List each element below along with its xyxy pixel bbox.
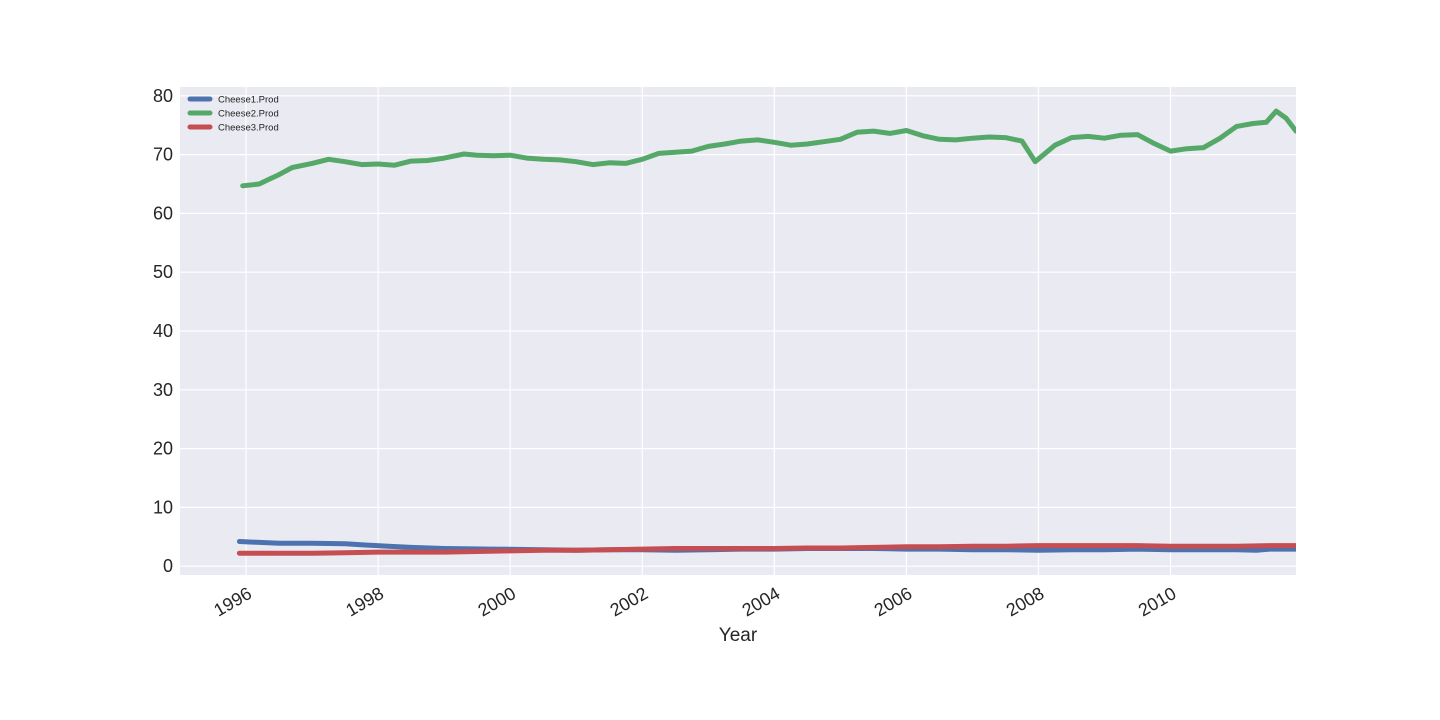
y-tick-label: 40	[153, 321, 173, 341]
legend-label: Cheese3.Prod	[218, 123, 279, 134]
x-axis-label: Year	[719, 625, 758, 646]
series-line-2	[240, 108, 1296, 189]
y-tick-label: 60	[153, 203, 173, 223]
legend-label: Cheese1.Prod	[218, 95, 279, 106]
x-tick-label: 2002	[607, 583, 652, 620]
x-tick-label: 1996	[210, 583, 255, 620]
legend-label: Cheese2.Prod	[218, 109, 279, 120]
y-tick-label: 70	[153, 145, 173, 165]
series-lines	[236, 108, 1296, 556]
grid-lines	[180, 87, 1296, 575]
y-tick-label: 30	[153, 380, 173, 400]
x-tick-label: 2006	[871, 583, 916, 620]
x-tick-label: 2008	[1003, 583, 1048, 620]
y-tick-label: 20	[153, 439, 173, 459]
x-tick-label: 2000	[474, 583, 519, 620]
y-tick-label: 10	[153, 497, 173, 517]
x-tick-labels: 1996 1998 2000 2002 2004 2006 2008 2010	[210, 583, 1179, 620]
y-tick-label: 50	[153, 262, 173, 282]
x-tick-label: 2004	[739, 583, 784, 620]
y-tick-labels: 0 10 20 30 40 50 60 70 80	[153, 86, 173, 576]
y-tick-label: 0	[163, 556, 173, 576]
x-tick-label: 1998	[342, 583, 387, 620]
series-line-3	[236, 543, 1296, 556]
y-tick-label: 80	[153, 86, 173, 106]
legend: Cheese1.Prod Cheese2.Prod Cheese3.Prod	[187, 95, 279, 134]
x-tick-label: 2010	[1135, 583, 1180, 620]
